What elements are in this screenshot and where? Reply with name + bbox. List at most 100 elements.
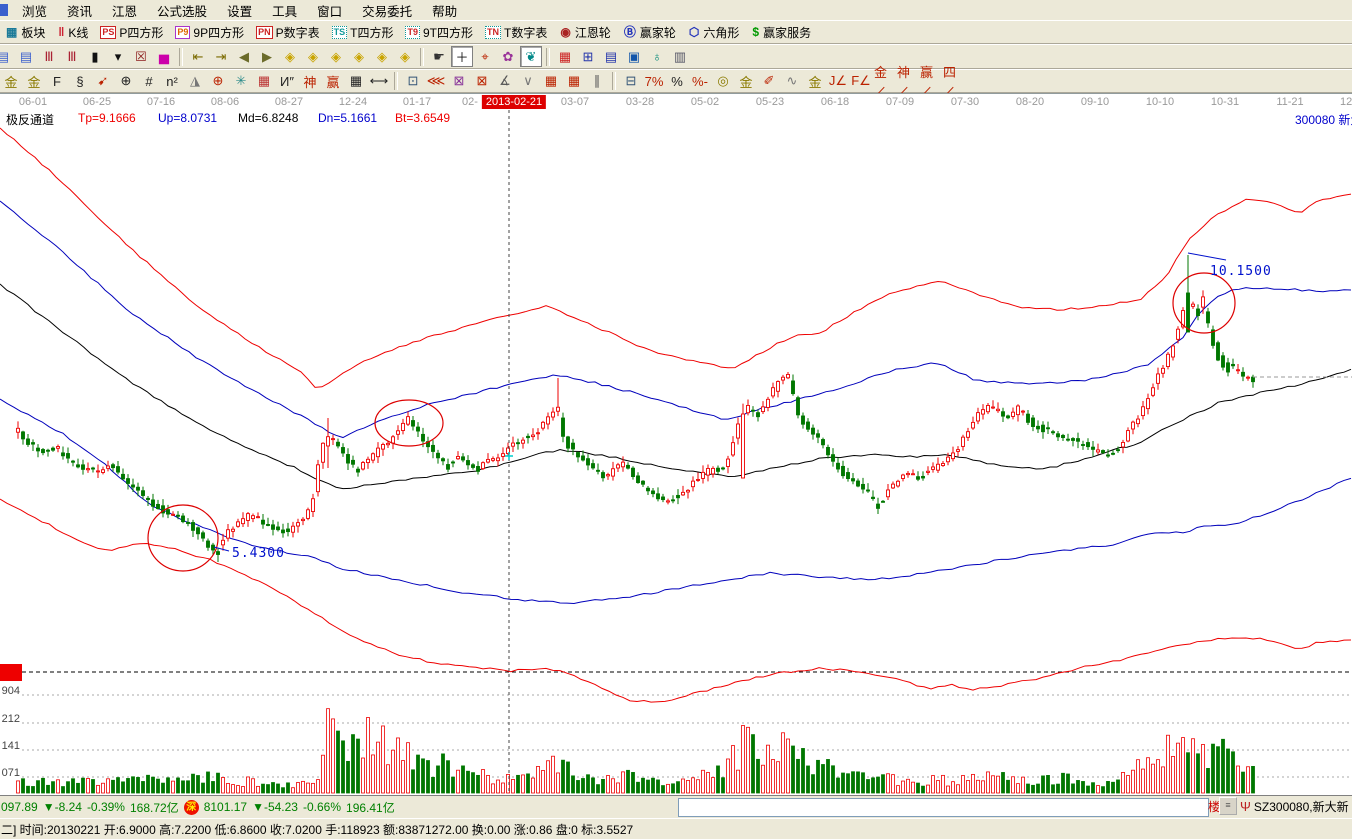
gann-wheel-button[interactable]: ◉ 江恩轮	[554, 22, 616, 43]
menu-item-2[interactable]: 江恩	[112, 4, 138, 19]
mirror-icon[interactable]: ◮	[190, 73, 200, 88]
stamp-tool-icon[interactable]: ✿	[502, 48, 514, 64]
span-arrow-icon[interactable]: ⟷	[369, 73, 389, 88]
chart-9-icon[interactable]: Ⅲ	[67, 48, 77, 64]
parallel-lines-icon[interactable]: ∥	[593, 73, 601, 88]
web-export-icon[interactable]: ♁	[652, 49, 662, 64]
menu-item-5[interactable]: 工具	[272, 4, 298, 19]
smart-tool-icon[interactable]: ❦	[520, 46, 542, 67]
kline-button-label: K线	[68, 25, 89, 40]
scale-ruler-icon[interactable]: ⊟	[625, 73, 637, 88]
diamond-horizontal-icon[interactable]: ◈	[331, 48, 341, 64]
menu-item-7[interactable]: 交易委托	[362, 4, 413, 19]
p-number-button[interactable]: PN P数字表	[251, 22, 325, 43]
quote-code-input[interactable]	[678, 798, 1209, 817]
date-label-1: 06-25	[82, 96, 112, 108]
kline-period-icon[interactable]: ▮	[91, 48, 99, 64]
sector-button[interactable]: ▦ 板块	[0, 22, 50, 43]
ohlc-info-bar: 二] 时间:20130221 开:6.9000 高:7.2200 低:6.860…	[0, 818, 1352, 839]
spiral-ruler-icon[interactable]: §	[76, 73, 84, 89]
brush-icon[interactable]: ✐	[763, 73, 775, 88]
next-icon[interactable]: ▶	[262, 48, 272, 64]
gold-line-icon[interactable]: 金	[739, 74, 753, 90]
fine-ruler-icon[interactable]: #	[145, 73, 153, 89]
red-grid-1-icon[interactable]: ▦	[544, 73, 558, 88]
f-ruler-icon[interactable]: F	[53, 73, 61, 89]
date-label-10: 05-02	[690, 96, 720, 108]
hexagon-button[interactable]: ⬡ 六角形	[683, 22, 745, 43]
box-select-icon[interactable]: ⊡	[407, 73, 419, 88]
winner-service-button[interactable]: $ 赢家服务	[746, 22, 816, 43]
winner-wheel-button[interactable]: Ⓑ 赢家轮	[618, 22, 681, 43]
fan-box-purple-icon[interactable]: ⊠	[453, 73, 465, 88]
j-angle-icon[interactable]: J∠	[828, 73, 848, 88]
wheel-icon[interactable]: ✳	[235, 73, 247, 88]
chart-canvas[interactable]: 904 212 141 071 10.1500 5.4300	[0, 110, 1352, 795]
ying-ruler-icon[interactable]: 赢	[326, 74, 340, 90]
volume-colors-icon[interactable]: ▅	[159, 48, 169, 64]
p-square-button[interactable]: PS P四方形	[95, 22, 168, 43]
chart-3-icon[interactable]: Ⅲ	[44, 48, 54, 64]
ying-angle-icon[interactable]: 赢∠	[920, 65, 934, 99]
diamond-full-icon[interactable]: ◈	[400, 48, 410, 64]
prev-icon[interactable]: ◀	[239, 48, 249, 64]
n2-ruler-icon[interactable]: n²	[166, 73, 178, 89]
diamond-right-icon[interactable]: ◈	[308, 48, 318, 64]
period-dropdown-icon[interactable]: ▾	[114, 48, 122, 64]
t9-square-button[interactable]: T9 9T四方形	[400, 22, 478, 43]
menu-item-6[interactable]: 窗口	[317, 4, 343, 19]
panel-toggle-button[interactable]: ≡	[1219, 797, 1238, 815]
red-grid-2-icon[interactable]: ▦	[567, 73, 581, 88]
notes-icon[interactable]: ▤	[604, 48, 618, 64]
t-number-button[interactable]: TN T数字表	[480, 22, 552, 43]
diamond-expand-icon[interactable]: ◈	[377, 48, 387, 64]
fan-lines-icon[interactable]: ⋘	[426, 73, 446, 88]
percent-7-icon[interactable]: 7%	[644, 73, 664, 89]
percent-icon[interactable]: %	[671, 73, 683, 89]
rocket-tool-icon[interactable]: ➹	[97, 73, 109, 88]
gold-angle-icon[interactable]: 金∠	[874, 65, 888, 99]
menu-item-8[interactable]: 帮助	[432, 4, 458, 19]
menu-item-3[interactable]: 公式选股	[157, 4, 208, 19]
report-icon[interactable]: ▤	[0, 48, 10, 64]
calendar-icon[interactable]: ▦	[558, 48, 572, 64]
measure-tool-icon[interactable]: ⌖	[481, 48, 489, 64]
t-square-button[interactable]: TS T四方形	[327, 22, 399, 43]
angle-lines-icon[interactable]: ∡	[499, 73, 511, 88]
calculator-icon[interactable]: ⊞	[582, 48, 594, 64]
gold-angle-base-icon[interactable]: 金	[808, 74, 822, 90]
p9-square-button[interactable]: P9 9P四方形	[170, 22, 249, 43]
shen-angle-icon[interactable]: 神∠	[897, 65, 911, 99]
gold-ruler-2-icon[interactable]: 金	[27, 74, 41, 90]
menu-item-1[interactable]: 资讯	[67, 4, 93, 19]
f-angle-icon[interactable]: F∠	[851, 73, 871, 88]
print-icon[interactable]: ▥	[673, 48, 687, 64]
info-list-icon[interactable]: ▤	[19, 48, 33, 64]
wave-icon[interactable]: ∿	[786, 73, 798, 88]
shen-ruler-icon[interactable]: 神	[303, 74, 317, 90]
compass-icon[interactable]: ⊕	[120, 73, 132, 88]
save-icon[interactable]: ▣	[627, 48, 641, 64]
si-angle-icon[interactable]: 四∠	[943, 65, 957, 99]
crosshair-tool-icon[interactable]: ＋	[451, 46, 473, 67]
diamond-compress-icon[interactable]: ◈	[354, 48, 364, 64]
winner-service-button-label: 赢家服务	[763, 25, 812, 40]
first-page-icon[interactable]: ⇤	[192, 48, 204, 64]
v-lines-icon[interactable]: ∨	[523, 73, 533, 88]
grid-box-icon[interactable]: ▦	[257, 73, 271, 88]
last-page-icon[interactable]: ⇥	[215, 48, 227, 64]
hand-tool-icon[interactable]: ☛	[433, 48, 445, 64]
gold-circle-icon[interactable]: ◎	[717, 73, 729, 88]
dense-grid-icon[interactable]: ▦	[349, 73, 363, 88]
kline-button[interactable]: ‖ K线	[52, 22, 93, 43]
circle-cross-icon[interactable]: ⊕	[212, 73, 224, 88]
diamond-left-icon[interactable]: ◈	[285, 48, 295, 64]
percent-line-icon[interactable]: %-	[692, 73, 708, 89]
k-measure-icon[interactable]: И″	[280, 73, 294, 89]
gann-tool-icon[interactable]: ☒	[135, 48, 147, 64]
date-label-12: 06-18	[820, 96, 850, 108]
menu-item-0[interactable]: 浏览	[22, 4, 48, 19]
menu-item-4[interactable]: 设置	[227, 4, 253, 19]
gold-ruler-1-icon[interactable]: 金	[4, 74, 18, 90]
fan-box-red-icon[interactable]: ⊠	[476, 73, 488, 88]
